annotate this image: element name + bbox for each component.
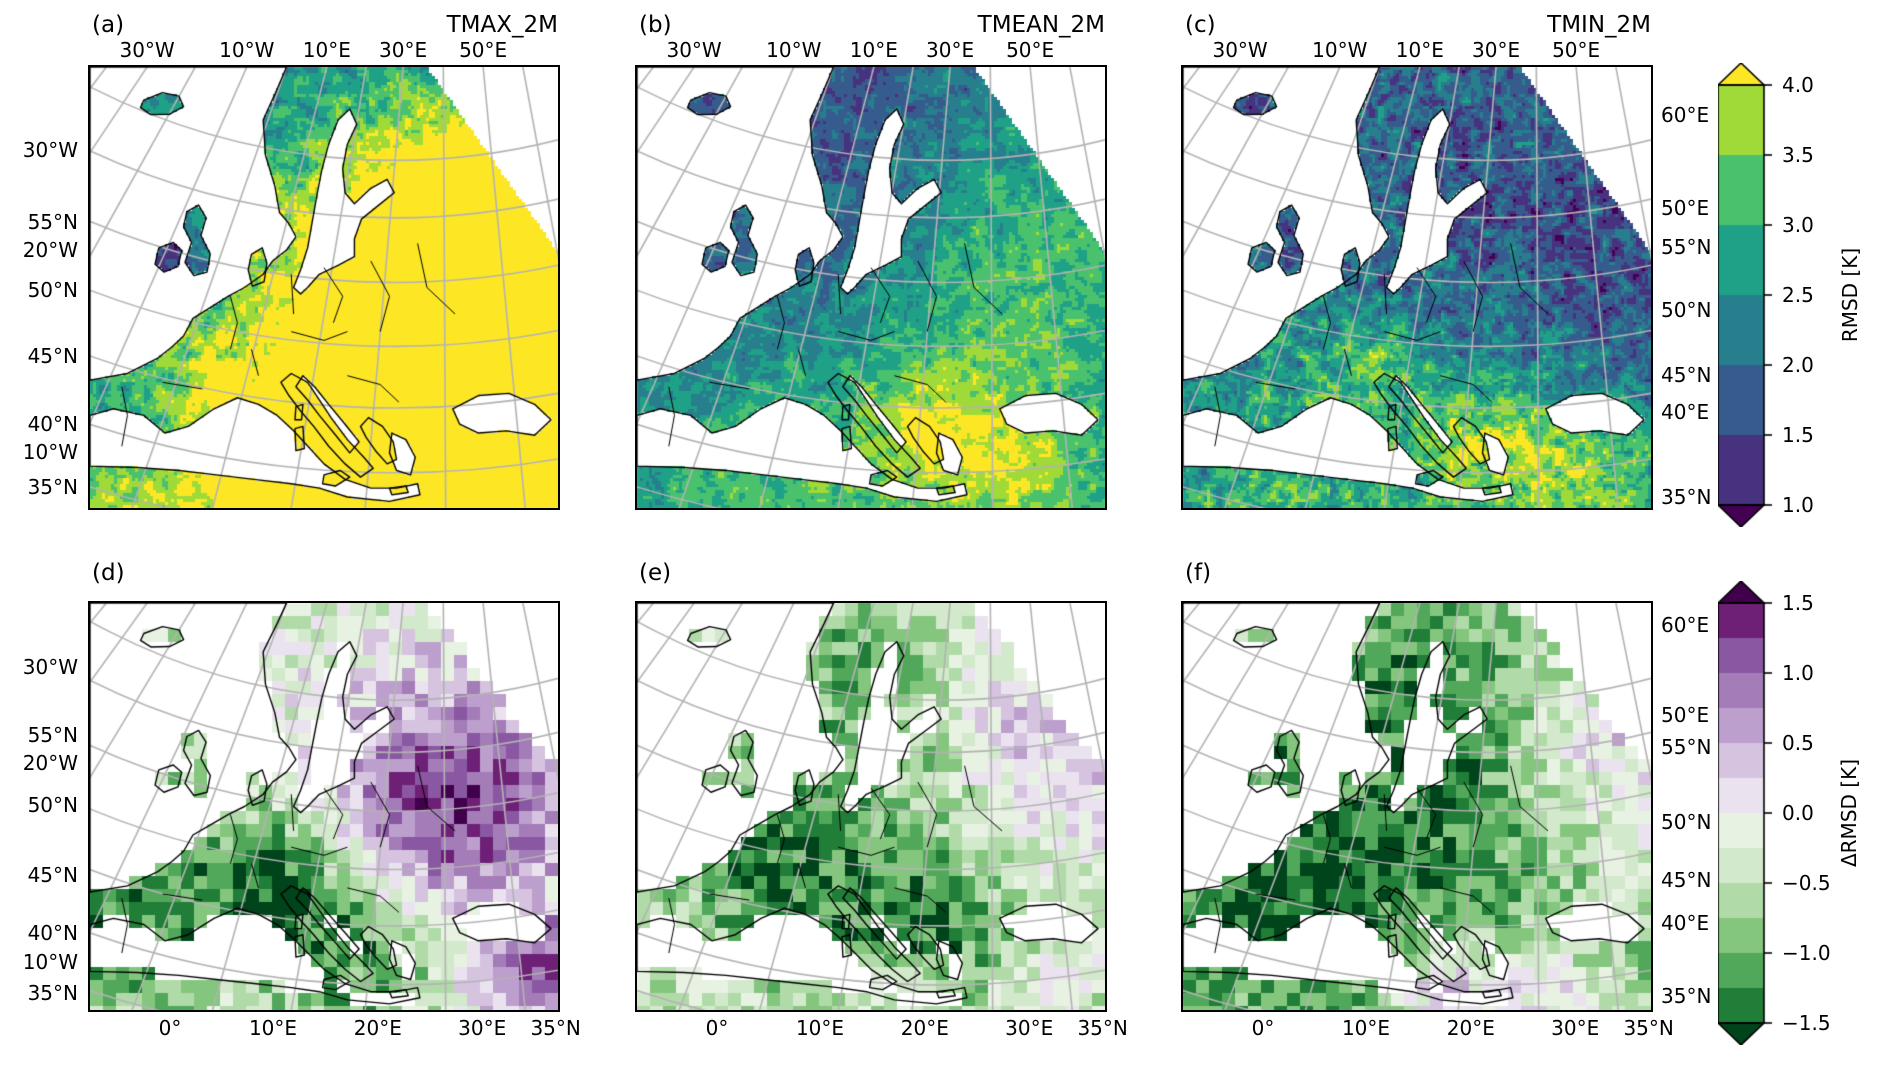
map-panel-b-tmean-rmsd	[635, 65, 1107, 510]
colorbar-delta-rmsd-tick: 1.0	[1782, 661, 1814, 685]
colorbar-delta-rmsd-tick: 0.5	[1782, 731, 1814, 755]
axis-tick-right-f: 40°E	[1661, 910, 1710, 935]
axis-tick-bottom-d: 30°E	[458, 1016, 507, 1040]
axis-tick-top-a: 30°E	[379, 38, 428, 62]
panel-title-c: TMIN_2M	[1547, 12, 1651, 38]
axis-tick-left-a: 45°N	[27, 343, 78, 368]
axis-tick-right-f: 35°N	[1661, 983, 1712, 1008]
axis-tick-left-d: 30°W	[22, 654, 78, 679]
axis-tick-bottom-f: 10°E	[1341, 1016, 1391, 1040]
axis-tick-right-c: 60°E	[1661, 103, 1710, 128]
colorbar-rmsd-tick: 2.5	[1782, 283, 1814, 307]
axis-tick-bottom-d: 20°E	[353, 1016, 402, 1040]
axis-tick-top-b: 50°E	[1006, 38, 1055, 62]
map-panel-a-tmax-rmsd	[88, 65, 560, 510]
colorbar-delta-rmsd-tick: −0.5	[1782, 871, 1831, 895]
axis-tick-bottom-e: 35°N	[1077, 1016, 1128, 1040]
panel-label-e: (e)	[639, 560, 672, 586]
axis-tick-left-a: 50°N	[27, 278, 78, 303]
axis-tick-bottom-e: 20°E	[900, 1016, 949, 1040]
axis-tick-left-d: 20°W	[22, 750, 78, 775]
axis-tick-bottom-f: 35°N	[1623, 1016, 1674, 1040]
axis-tick-left-a: 40°N	[27, 412, 78, 437]
panel-label-a: (a)	[92, 12, 125, 38]
axis-tick-top-a: 30°W	[119, 38, 175, 62]
panel-label-b: (b)	[639, 12, 672, 38]
axis-tick-top-b: 10°W	[766, 38, 822, 62]
axis-tick-right-c: 50°N	[1661, 297, 1712, 322]
colorbar-rmsd-tick: 1.0	[1782, 493, 1814, 517]
axis-tick-left-d: 55°N	[27, 722, 78, 747]
axis-tick-left-a: 10°W	[22, 439, 78, 464]
axis-tick-left-a: 55°N	[27, 209, 78, 234]
panel-title-b: TMEAN_2M	[977, 12, 1105, 38]
colorbar-rmsd-tick: 2.0	[1782, 353, 1814, 377]
colorbar-rmsd	[1718, 63, 1774, 527]
axis-tick-bottom-e: 0°	[705, 1016, 729, 1040]
axis-tick-left-a: 30°W	[22, 137, 78, 162]
colorbar-delta-rmsd-tick: −1.0	[1782, 941, 1831, 965]
colorbar-rmsd-tick: 4.0	[1782, 73, 1814, 97]
map-panel-d-tmax-drmsd	[88, 601, 560, 1012]
axis-tick-bottom-f: 30°E	[1551, 1016, 1600, 1040]
colorbar-delta-rmsd	[1718, 581, 1774, 1045]
panel-label-f: (f)	[1185, 560, 1212, 586]
axis-tick-top-a: 10°E	[302, 38, 351, 62]
colorbar-rmsd-tick: 1.5	[1782, 423, 1814, 447]
map-panel-e-tmean-drmsd	[635, 601, 1107, 1012]
axis-tick-bottom-e: 30°E	[1005, 1016, 1054, 1040]
axis-tick-left-d: 45°N	[27, 862, 78, 887]
axis-tick-top-b: 10°E	[849, 38, 898, 62]
colorbar-rmsd-title: RMSD [K]	[1838, 247, 1862, 343]
axis-tick-left-a: 20°W	[22, 238, 78, 262]
axis-tick-bottom-d: 10°E	[248, 1016, 298, 1040]
panel-label-d: (d)	[92, 560, 125, 586]
axis-tick-top-c: 10°E	[1395, 38, 1444, 62]
axis-tick-right-c: 50°E	[1661, 196, 1710, 221]
axis-tick-left-d: 35°N	[27, 980, 78, 1005]
panel-label-c: (c)	[1185, 12, 1216, 38]
axis-tick-right-f: 50°N	[1661, 809, 1712, 834]
axis-tick-bottom-f: 0°	[1251, 1016, 1275, 1040]
axis-tick-top-a: 50°E	[459, 38, 508, 62]
axis-tick-top-c: 30°W	[1212, 38, 1268, 62]
panel-title-a: TMAX_2M	[446, 12, 558, 38]
colorbar-delta-rmsd-tick: 1.5	[1782, 591, 1814, 615]
axis-tick-left-a: 35°N	[27, 474, 78, 499]
axis-tick-right-c: 35°N	[1661, 484, 1712, 509]
axis-tick-right-c: 55°N	[1661, 234, 1712, 259]
axis-tick-bottom-f: 20°E	[1446, 1016, 1495, 1040]
axis-tick-top-c: 10°W	[1312, 38, 1368, 62]
axis-tick-top-b: 30°W	[666, 38, 722, 62]
axis-tick-left-d: 50°N	[27, 792, 78, 817]
axis-tick-top-a: 10°W	[219, 38, 275, 62]
axis-tick-right-f: 45°N	[1661, 867, 1712, 892]
axis-tick-top-c: 30°E	[1472, 38, 1521, 62]
axis-tick-left-d: 40°N	[27, 921, 78, 946]
colorbar-delta-rmsd-tick: −1.5	[1782, 1011, 1831, 1035]
axis-tick-top-b: 30°E	[926, 38, 975, 62]
axis-tick-bottom-e: 10°E	[795, 1016, 845, 1040]
colorbar-delta-rmsd-title: ΔRMSD [K]	[1837, 759, 1861, 868]
colorbar-rmsd-tick: 3.0	[1782, 213, 1814, 237]
axis-tick-top-c: 50°E	[1552, 38, 1601, 62]
axis-tick-right-c: 40°E	[1661, 399, 1710, 424]
map-panel-f-tmin-drmsd	[1181, 601, 1653, 1012]
axis-tick-right-f: 60°E	[1661, 612, 1710, 637]
map-panel-c-tmin-rmsd	[1181, 65, 1653, 510]
axis-tick-right-f: 50°E	[1661, 702, 1710, 727]
axis-tick-right-c: 45°N	[1661, 362, 1712, 387]
colorbar-delta-rmsd-tick: 0.0	[1782, 801, 1814, 825]
axis-tick-bottom-d: 0°	[158, 1016, 182, 1040]
axis-tick-left-d: 10°W	[22, 949, 78, 974]
colorbar-rmsd-tick: 3.5	[1782, 143, 1814, 167]
axis-tick-right-f: 55°N	[1661, 735, 1712, 760]
axis-tick-bottom-d: 35°N	[530, 1016, 581, 1040]
